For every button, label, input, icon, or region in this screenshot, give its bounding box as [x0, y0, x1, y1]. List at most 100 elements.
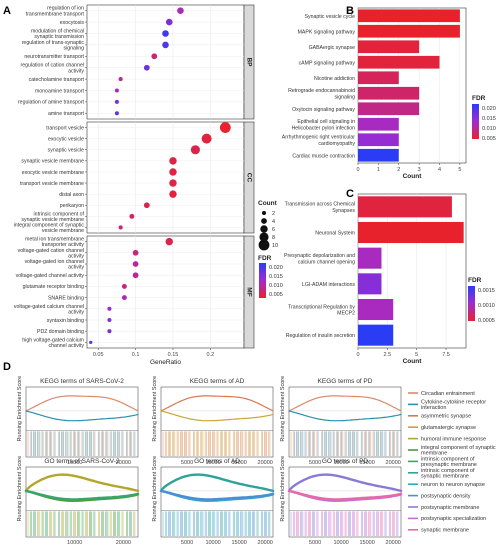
term-label: voltage-gated cation channel — [18, 248, 84, 254]
facet-strip-label: CC — [245, 173, 252, 183]
enrichment-curve — [160, 395, 274, 412]
panel-label-d: D — [3, 361, 11, 373]
category-label: cAMP signaling pathway — [299, 60, 356, 66]
legend-label: Circadian entrainment — [421, 391, 475, 397]
term-label: signaling — [64, 46, 85, 52]
term-label: voltage-gated calcium channel — [14, 304, 84, 310]
gsea-plot-title: GO terms of AD — [194, 458, 240, 465]
dot-point — [201, 133, 212, 144]
term-label: vesicle membrane — [42, 228, 84, 234]
x-tick-label: 0.15 — [168, 352, 179, 358]
legend-label: postsynaptic membrane — [421, 505, 479, 511]
legend-title-fdr: FDR — [472, 95, 486, 102]
category-label: Epithelial cell signaling in — [297, 119, 355, 125]
legend-colorbar-tick: 0.010 — [269, 283, 283, 289]
term-label: channel activity — [49, 343, 85, 349]
enrichment-curve — [24, 489, 140, 501]
category-label: Arrhythmogenic right ventricular — [282, 135, 356, 141]
legend-colorbar-tick: 0.010 — [482, 126, 496, 132]
category-label: signaling — [335, 94, 356, 100]
legend-label: intrinsic component of — [421, 457, 475, 463]
category-label: Transmission across Chemical — [285, 202, 355, 208]
term-label: transport vesicle membrane — [20, 181, 84, 187]
x-tick-label: 15000 — [359, 540, 374, 546]
enrichment-curve — [25, 410, 139, 422]
facet-strip — [243, 235, 255, 349]
dot-point — [132, 261, 139, 267]
term-label: regulation of amine transport — [18, 100, 85, 106]
dot-point — [114, 111, 119, 116]
dot-point — [132, 272, 139, 279]
legend-title-count: Count — [258, 200, 278, 207]
y-axis-title: Running Enrichment Score — [280, 456, 286, 522]
enrichment-curve — [159, 473, 275, 493]
term-label: metal ion transmembrane — [25, 237, 84, 243]
legend-size-dot — [261, 218, 267, 224]
x-tick-label: 0.05 — [93, 352, 104, 358]
dot-point — [121, 283, 127, 289]
legend-title-fdr: FDR — [468, 277, 482, 284]
term-label: perikaryon — [60, 203, 84, 209]
term-label: transporter activity — [42, 242, 85, 248]
bar — [358, 86, 420, 100]
bar — [358, 9, 460, 23]
bar — [358, 247, 382, 269]
gsea-plot-title: KEGG terms of AD — [190, 378, 245, 385]
dot-point — [129, 213, 135, 219]
term-label: synaptic vesicle — [48, 148, 84, 154]
legend-label: humoral immune response — [421, 436, 486, 442]
x-tick-label: 5 — [415, 352, 418, 358]
gsea-plot: KEGG terms of PD Running Enrichment Score… — [280, 376, 402, 466]
panel-label-a: A — [3, 5, 11, 17]
bar — [358, 102, 420, 116]
term-label: activity — [68, 309, 84, 315]
category-label: MECP2 — [337, 311, 355, 317]
facet-panel-cc — [86, 121, 245, 234]
legend-label: membrane — [421, 451, 447, 457]
term-label: integral component of synaptic — [14, 222, 85, 228]
legend-title-fdr: FDR — [258, 255, 272, 262]
term-label: voltage-gated channel activity — [16, 273, 85, 279]
category-label: Neuronal System — [315, 231, 355, 237]
panel-label-b: B — [346, 5, 354, 17]
term-label: synaptic vesicle membrane — [21, 217, 84, 223]
term-label: transmembrane transport — [26, 11, 85, 17]
x-tick-label: 15000 — [359, 460, 374, 466]
dot-point — [169, 157, 177, 165]
gsea-plot-title: KEGG terms of PD — [318, 378, 373, 385]
term-label: exocytic vesicle — [48, 136, 84, 142]
panel-d-gsea: KEGG terms of SARS-CoV-2 Running Enrichme… — [17, 376, 496, 546]
x-tick-label: 20000 — [258, 540, 273, 546]
legend-colorbar-tick: 0.0010 — [478, 303, 495, 309]
category-label: calcium channel opening — [298, 259, 355, 265]
term-label: SNARE binding — [48, 295, 84, 301]
dot-point — [143, 202, 150, 209]
x-tick-label: 20000 — [386, 540, 401, 546]
x-tick-label: 0 — [356, 167, 359, 173]
x-tick-label: 3 — [418, 167, 421, 173]
dot-point — [114, 88, 119, 93]
x-tick-label: 10000 — [333, 460, 348, 466]
term-label: distal axon — [59, 192, 84, 198]
y-axis-title: Running Enrichment Score — [152, 376, 158, 442]
dot-point — [107, 317, 112, 323]
enrichment-curve — [287, 473, 403, 493]
bar — [358, 148, 399, 162]
category-label: Presynaptic depolarization and — [284, 253, 355, 259]
gsea-plot-title: KEGG terms of SARS-CoV-2 — [40, 378, 124, 385]
x-tick-label: 1 — [377, 167, 380, 173]
category-label: Transcriptional Regulation by — [288, 304, 355, 310]
legend-label: asymmetric synapse — [421, 414, 471, 420]
legend-colorbar-tick: 0.020 — [269, 265, 283, 271]
legend-label: glutamatergic synapse — [421, 425, 476, 431]
x-tick-label: 15000 — [231, 540, 246, 546]
legend-size-label: 10 — [272, 243, 278, 249]
x-tick-label: 10000 — [67, 540, 82, 546]
legend-label: postsynaptic density — [421, 493, 471, 499]
category-label: MAPK signaling pathway — [298, 29, 356, 35]
category-label: cardiomyopathy — [318, 141, 355, 147]
term-label: activity — [68, 68, 84, 74]
term-label: activity — [68, 253, 84, 259]
dot-point — [118, 225, 123, 230]
gsea-plot-title: GO terms of PD — [322, 458, 369, 465]
